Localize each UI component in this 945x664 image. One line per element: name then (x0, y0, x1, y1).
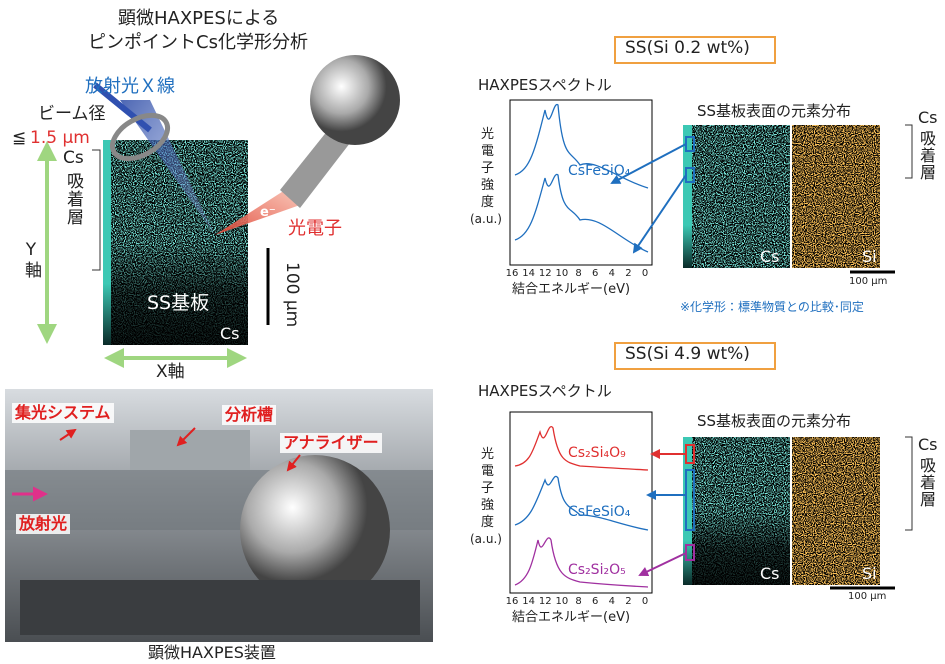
sample-label: SS(Si 0.2 wt%) (625, 40, 750, 57)
x-tick-label: 6 (592, 597, 598, 607)
photo-label: 集光システム (12, 403, 114, 423)
shape-rect (683, 437, 692, 585)
beam-size: 1.5 μm (30, 130, 90, 147)
y-label: 子 (481, 162, 494, 175)
y-label: 光 (481, 128, 494, 141)
y-label: 度 (481, 516, 494, 529)
x-tick-label: 4 (609, 597, 615, 607)
x-tick-label: 4 (609, 269, 615, 279)
beam-label: 放射光Ｘ線 (85, 78, 175, 96)
shape-path (515, 174, 648, 252)
x-tick-label: 8 (575, 269, 581, 279)
layer-label: 吸着層 (918, 457, 934, 508)
map-title: SS基板表面の元素分布 (697, 414, 851, 429)
shape-rect (510, 100, 652, 265)
x-tick-label: 16 (506, 597, 519, 607)
photo-caption: 顕微HAXPES装置 (148, 645, 276, 661)
layer-label: 吸着層 (918, 130, 934, 181)
map-label: Si (862, 566, 877, 582)
x-tick-label: 2 (625, 269, 631, 279)
layer-label: 吸着層 (64, 172, 81, 226)
layer-label: Cs (918, 110, 938, 126)
x-axis-label: X軸 (156, 364, 185, 381)
x-tick-label: 2 (625, 597, 631, 607)
x-tick-label: 12 (539, 269, 552, 279)
x-tick-label: 0 (642, 269, 648, 279)
shape-circle (310, 55, 400, 145)
map-label: Cs (760, 249, 780, 265)
y-axis-label: Y軸 (22, 240, 39, 279)
shape-rect (130, 430, 250, 470)
note: ※化学形：標準物質との比較･同定 (680, 301, 864, 313)
shape-path (92, 150, 100, 270)
x-tick-label: 0 (642, 597, 648, 607)
shape-rect (103, 140, 111, 345)
x-tick-label: 10 (556, 597, 569, 607)
species-label: Cs₂Si₄O₉ (568, 446, 626, 460)
element-label: Cs (220, 326, 240, 342)
x-tick-label: 14 (522, 269, 535, 279)
shape-rect (683, 125, 692, 268)
y-label: 子 (481, 482, 494, 495)
y-label: 電 (481, 465, 494, 478)
beam-size-prefix: ≦ (12, 130, 26, 147)
spectrum-title: HAXPESスペクトル (478, 384, 612, 399)
x-tick-label: 14 (522, 597, 535, 607)
y-label: (a.u.) (470, 213, 502, 225)
x-axis-label: 結合エネルギー(eV) (512, 611, 630, 624)
electron: e⁻ (260, 206, 276, 219)
photo-label: アナライザー (280, 433, 382, 453)
photoelectron-label: 光電子 (288, 220, 342, 238)
shape-path (905, 437, 912, 530)
y-label: 強 (481, 179, 494, 192)
y-label: 度 (481, 196, 494, 209)
species-label: CsFeSiO₄ (568, 164, 630, 178)
x-tick-label: 6 (592, 269, 598, 279)
map-title: SS基板表面の元素分布 (697, 104, 851, 119)
y-label: (a.u.) (470, 533, 502, 545)
title: 顕微HAXPESによる (118, 10, 279, 28)
photo-label: 分析槽 (222, 405, 276, 425)
beam-diameter: ビーム径 (38, 106, 106, 123)
shape-rect (792, 437, 880, 585)
layer-label: Cs (918, 437, 938, 453)
scale-label: 100 μm (849, 277, 887, 287)
x-tick-label: 12 (539, 597, 552, 607)
figure: 顕微HAXPESによるピンポイントCs化学形分析放射光Ｘ線ビーム径 ≦1.5 μm… (0, 0, 945, 664)
y-label: 電 (481, 145, 494, 158)
shape-rect (20, 580, 420, 635)
layer-label: Cs (63, 150, 84, 167)
scale-label: 100 μm (283, 262, 300, 327)
sample-label: SS(Si 4.9 wt%) (625, 346, 750, 363)
x-axis-label: 結合エネルギー(eV) (512, 283, 630, 296)
shape-path (905, 125, 912, 178)
x-tick-label: 8 (575, 597, 581, 607)
shape-line (640, 553, 686, 575)
map-label: Cs (760, 566, 780, 582)
y-label: 強 (481, 499, 494, 512)
substrate-label: SS基板 (147, 294, 209, 313)
scale-label: 100 μm (848, 592, 886, 602)
species-label: CsFeSiO₄ (568, 505, 630, 519)
shape-rect (692, 437, 790, 585)
graphics (0, 0, 945, 664)
x-tick-label: 10 (556, 269, 569, 279)
x-tick-label: 16 (506, 269, 519, 279)
title: ピンポイントCs化学形分析 (88, 34, 308, 52)
map-label: Si (862, 249, 877, 265)
photo-label: 放射光 (16, 514, 70, 534)
species-label: Cs₂Si₂O₅ (568, 563, 626, 577)
spectrum-title: HAXPESスペクトル (478, 78, 612, 93)
y-label: 光 (481, 448, 494, 461)
